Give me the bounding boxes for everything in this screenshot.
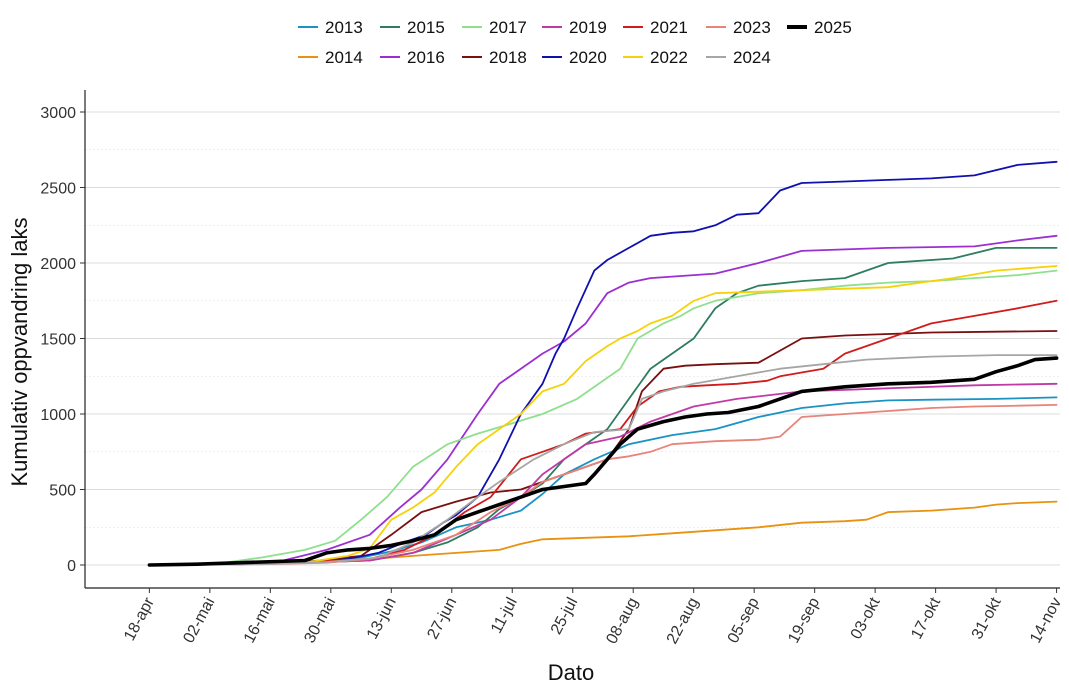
series-line-2025 xyxy=(147,356,1059,567)
y-tick-label: 1500 xyxy=(40,332,76,349)
y-tick-label: 3000 xyxy=(40,105,76,122)
x-tick-label: 02-mai xyxy=(180,595,218,646)
x-tick-label: 11-jul xyxy=(488,595,521,636)
x-tick-label: 25-jul xyxy=(548,595,581,638)
series-line-2017 xyxy=(148,269,1058,566)
series-line-2023 xyxy=(148,404,1058,566)
x-tick-label: 13-jun xyxy=(364,595,400,642)
x-axis-title: Dato xyxy=(548,660,594,685)
grid xyxy=(85,111,1060,566)
y-tick-label: 0 xyxy=(67,558,76,575)
series-line-2021 xyxy=(148,299,1058,566)
legend-label-2013: 2013 xyxy=(325,18,363,37)
series-line-2022 xyxy=(148,265,1058,566)
legend-label-2023: 2023 xyxy=(733,18,771,37)
axes xyxy=(84,90,1060,589)
legend-label-2018: 2018 xyxy=(489,48,527,67)
legend-label-2015: 2015 xyxy=(407,18,445,37)
x-tick-label: 22-aug xyxy=(664,595,702,647)
x-tick-label: 19-sep xyxy=(785,595,823,646)
legend-label-2025: 2025 xyxy=(814,18,852,37)
x-tick-label: 30-mai xyxy=(301,595,339,646)
legend-label-2014: 2014 xyxy=(325,48,363,67)
legend-label-2016: 2016 xyxy=(407,48,445,67)
x-tick-label: 16-mai xyxy=(241,595,279,646)
y-tick-label: 2500 xyxy=(40,181,76,198)
x-tick-label: 27-jun xyxy=(424,595,460,642)
legend-label-2017: 2017 xyxy=(489,18,527,37)
x-tick-label: 14-nov xyxy=(1027,595,1065,646)
x-tick-label: 05-sep xyxy=(725,595,763,646)
x-tick-labels: 18-apr 02-mai 16-mai 30-mai 13-jun 27-jun 11-j… xyxy=(121,588,1065,647)
y-axis-title: Kumulativ oppvandring laks xyxy=(7,217,32,486)
y-tick-label: 500 xyxy=(49,483,76,500)
x-tick-label: 18-apr xyxy=(121,594,158,643)
legend-label-2019: 2019 xyxy=(569,18,607,37)
legend-label-2024: 2024 xyxy=(733,48,771,67)
x-tick-label: 08-aug xyxy=(603,595,641,647)
series-line-2020 xyxy=(148,160,1058,566)
legend-label-2022: 2022 xyxy=(650,48,688,67)
series-line-2018 xyxy=(148,330,1058,566)
series-line-2024 xyxy=(148,354,1058,566)
y-tick-labels: 0 500 1000 1500 2000 2500 3000 xyxy=(40,105,85,575)
legend-label-2021: 2021 xyxy=(650,18,688,37)
series-line-2013 xyxy=(148,396,1058,566)
y-tick-label: 1000 xyxy=(40,407,76,424)
legend-label-2020: 2020 xyxy=(569,48,607,67)
legend: 2013 2014 2015 2016 2017 2018 2019 2020 2021 2022… xyxy=(298,18,852,67)
series-line-2014 xyxy=(148,500,1058,566)
y-tick-label: 2000 xyxy=(40,256,76,273)
x-tick-label: 03-okt xyxy=(848,594,884,642)
series-line-2015 xyxy=(148,247,1058,566)
x-tick-label: 17-okt xyxy=(908,594,944,642)
series-line-2016 xyxy=(148,234,1058,566)
x-tick-label: 31-okt xyxy=(969,594,1005,642)
series-lines xyxy=(147,160,1059,567)
